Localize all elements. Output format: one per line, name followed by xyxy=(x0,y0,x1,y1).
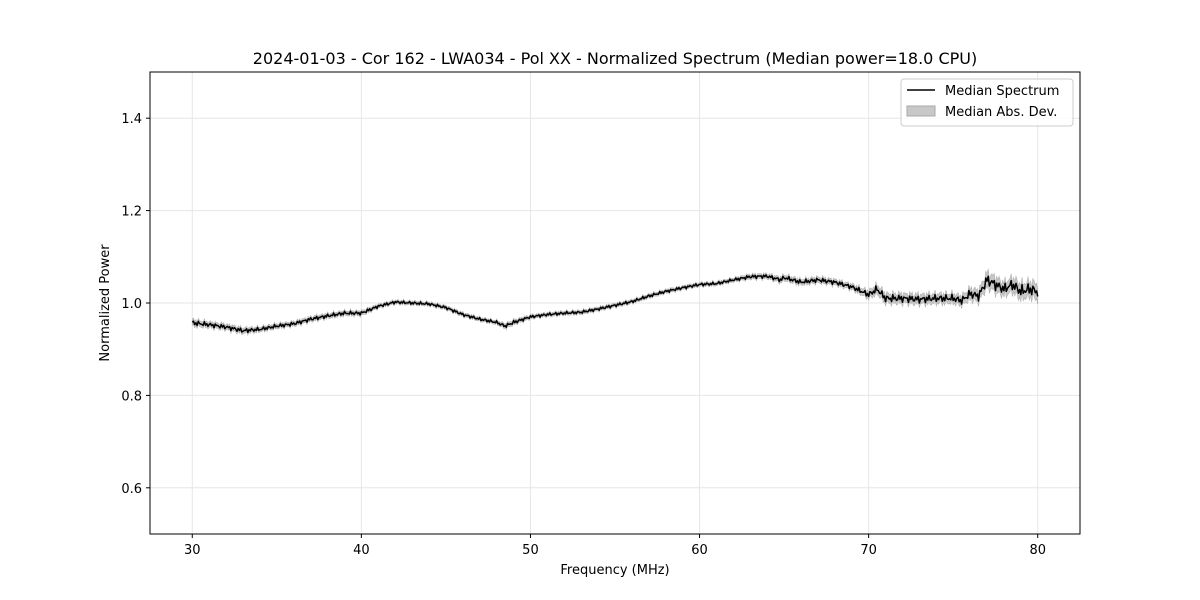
legend: Median Spectrum Median Abs. Dev. xyxy=(900,78,1074,127)
mad-band-layer xyxy=(191,268,1039,336)
median-spectrum-layer xyxy=(191,274,1039,334)
median-abs-dev-band xyxy=(191,268,1039,336)
x-tick-label: 80 xyxy=(1029,543,1046,558)
legend-box xyxy=(900,78,1074,127)
legend-mad-label: Median Abs. Dev. xyxy=(945,105,1057,120)
x-tick-label: 60 xyxy=(691,543,708,558)
legend-median-spectrum-label: Median Spectrum xyxy=(945,84,1059,99)
x-axis-label: Frequency (MHz) xyxy=(560,563,669,578)
y-tick-label: 1.0 xyxy=(121,297,142,312)
x-tick-label: 50 xyxy=(522,543,539,558)
y-tick-label: 1.2 xyxy=(121,205,142,220)
chart-title: 2024-01-03 - Cor 162 - LWA034 - Pol XX -… xyxy=(253,49,977,68)
y-tick-label: 0.6 xyxy=(121,482,142,497)
y-tick-label: 0.8 xyxy=(121,389,142,404)
y-tick-label: 1.4 xyxy=(121,112,142,127)
y-axis-ticks: 0.6 0.8 1.0 1.2 1.4 xyxy=(121,112,150,497)
median-spectrum-line xyxy=(191,274,1039,334)
x-axis-ticks: 30 40 50 60 70 80 xyxy=(184,534,1046,558)
legend-mad-swatch xyxy=(906,105,936,117)
x-tick-label: 40 xyxy=(353,543,370,558)
x-tick-label: 30 xyxy=(184,543,201,558)
x-tick-label: 70 xyxy=(860,543,877,558)
y-axis-label: Normalized Power xyxy=(98,244,113,362)
